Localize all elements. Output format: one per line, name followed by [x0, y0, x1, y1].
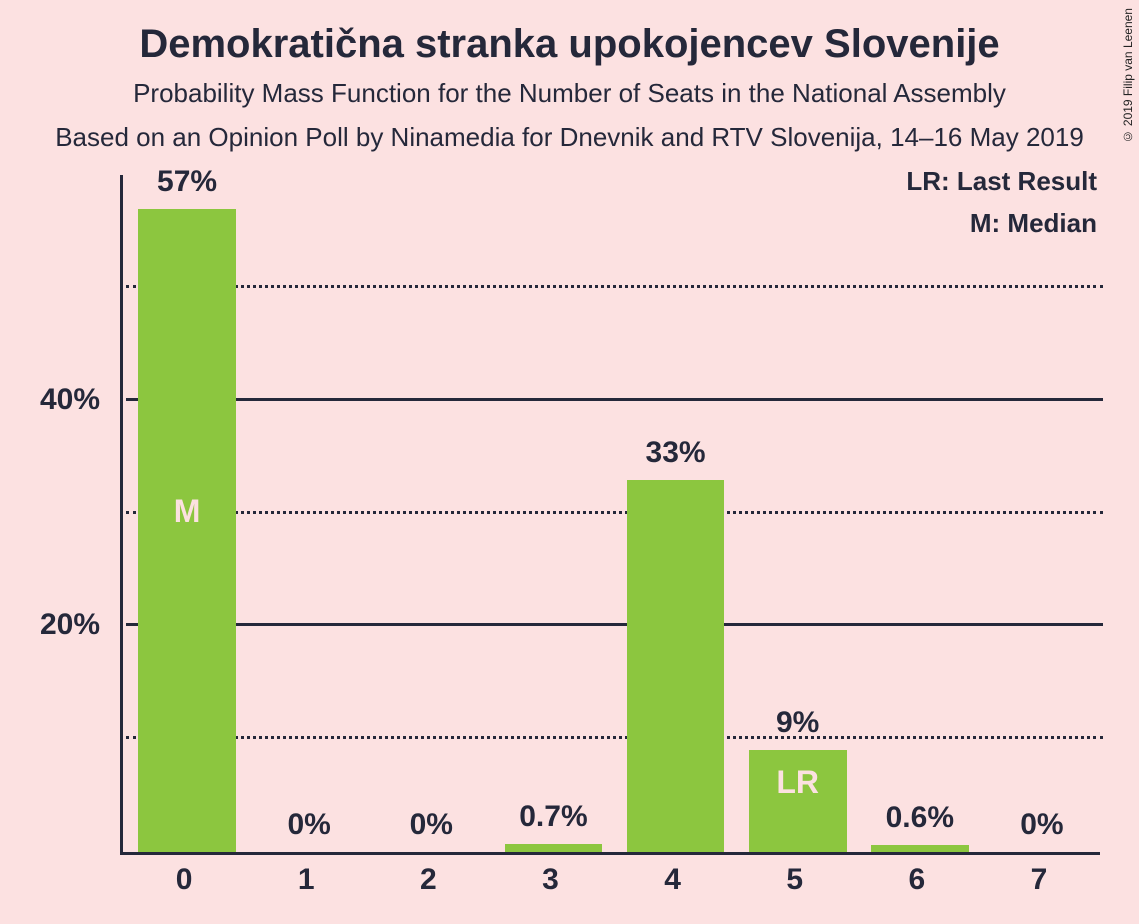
bar	[505, 844, 603, 852]
bar-value-label: 0%	[248, 808, 370, 842]
gridline-minor	[126, 511, 1103, 514]
gridline-major	[126, 623, 1103, 626]
x-tick-label: 6	[856, 863, 978, 897]
plot-area: 57%0%0%0.7%33%9%0.6%0%MLR	[120, 175, 1100, 855]
y-tick-label: 40%	[0, 383, 100, 417]
x-tick-label: 4	[612, 863, 734, 897]
chart-subtitle: Probability Mass Function for the Number…	[0, 78, 1139, 109]
bar	[627, 480, 725, 852]
bar-value-label: 9%	[737, 706, 859, 740]
bar-value-label: 0.7%	[492, 800, 614, 834]
chart-source: Based on an Opinion Poll by Ninamedia fo…	[0, 122, 1139, 153]
x-tick-label: 7	[978, 863, 1100, 897]
chart-title: Demokratična stranka upokojencev Sloveni…	[0, 22, 1139, 67]
bar	[871, 845, 969, 852]
gridline-minor	[126, 736, 1103, 739]
chart-root: © 2019 Filip van Leenen Demokratična str…	[0, 0, 1139, 924]
bar-value-label: 33%	[615, 436, 737, 470]
bar-value-label: 0.6%	[859, 801, 981, 835]
gridline-minor	[126, 285, 1103, 288]
x-tick-label: 5	[734, 863, 856, 897]
bar-value-label: 0%	[981, 808, 1103, 842]
bar	[138, 209, 236, 852]
bar-value-label: 57%	[126, 165, 248, 199]
bar	[749, 750, 847, 852]
x-tick-label: 3	[489, 863, 611, 897]
x-tick-label: 1	[245, 863, 367, 897]
x-tick-label: 0	[123, 863, 245, 897]
bar-value-label: 0%	[370, 808, 492, 842]
gridline-major	[126, 398, 1103, 401]
y-tick-label: 20%	[0, 608, 100, 642]
x-tick-label: 2	[367, 863, 489, 897]
